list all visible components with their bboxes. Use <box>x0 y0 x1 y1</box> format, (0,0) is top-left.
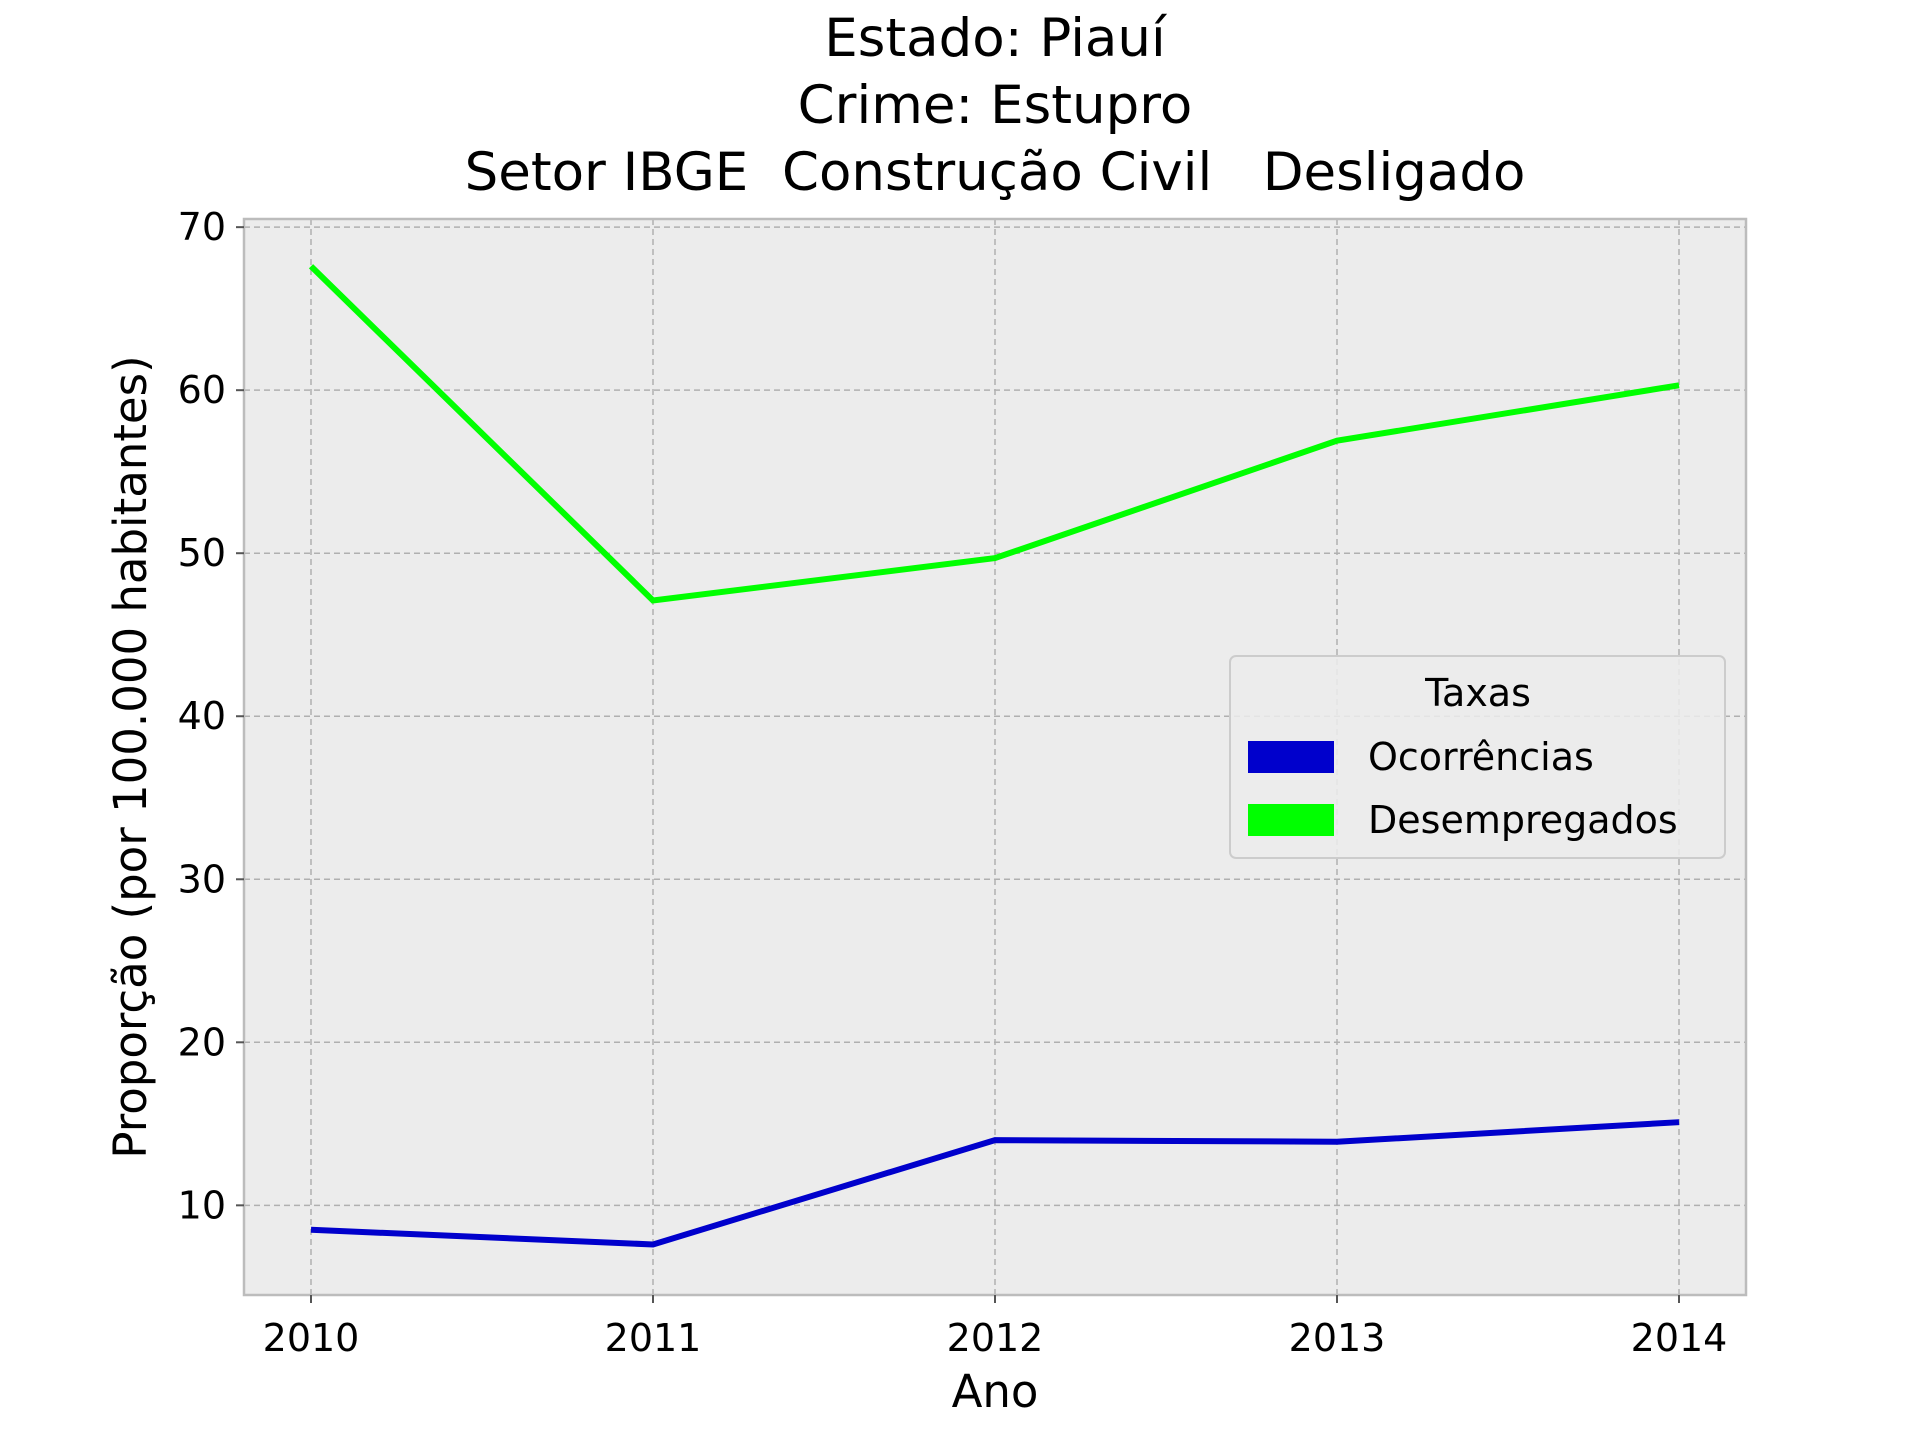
x-axis-label: Ano <box>952 1365 1039 1418</box>
y-axis-label: Proporção (por 100.000 habitantes) <box>104 355 157 1158</box>
legend-swatch-ocorrencias <box>1248 741 1334 773</box>
legend-title: Taxas <box>1424 671 1531 715</box>
y-tick-label: 70 <box>178 205 226 249</box>
y-tick-label: 10 <box>178 1183 226 1227</box>
y-tick-label: 20 <box>178 1020 226 1064</box>
chart-title: Estado: Piauí Crime: Estupro Setor IBGE … <box>465 8 1526 203</box>
legend-swatch-desempregados <box>1248 804 1334 836</box>
legend-label-ocorrencias: Ocorrências <box>1368 735 1594 779</box>
chart-title-line-2: Crime: Estupro <box>798 75 1193 136</box>
legend: Taxas Ocorrências Desempregados <box>1229 655 1726 859</box>
x-tick-label: 2011 <box>605 1316 702 1360</box>
x-tick-label: 2014 <box>1631 1316 1728 1360</box>
axis-ticks: 2010 2011 2012 2013 2014 10 20 30 40 50 60 70 <box>178 205 1728 1360</box>
x-tick-label: 2013 <box>1289 1316 1386 1360</box>
x-tick-label: 2012 <box>947 1316 1044 1360</box>
x-tick-label: 2010 <box>263 1316 360 1360</box>
series <box>308 264 1680 1248</box>
y-tick-label: 40 <box>178 694 226 738</box>
y-tick-label: 60 <box>178 368 226 412</box>
y-tick-label: 30 <box>178 857 226 901</box>
legend-box <box>1229 655 1726 859</box>
legend-label-desempregados: Desempregados <box>1368 798 1678 842</box>
grid <box>244 219 1746 1295</box>
chart-title-line-1: Estado: Piauí <box>824 8 1168 69</box>
y-tick-label: 50 <box>178 531 226 575</box>
chart-title-line-3: Setor IBGE Construção Civil Desligado <box>465 142 1526 203</box>
